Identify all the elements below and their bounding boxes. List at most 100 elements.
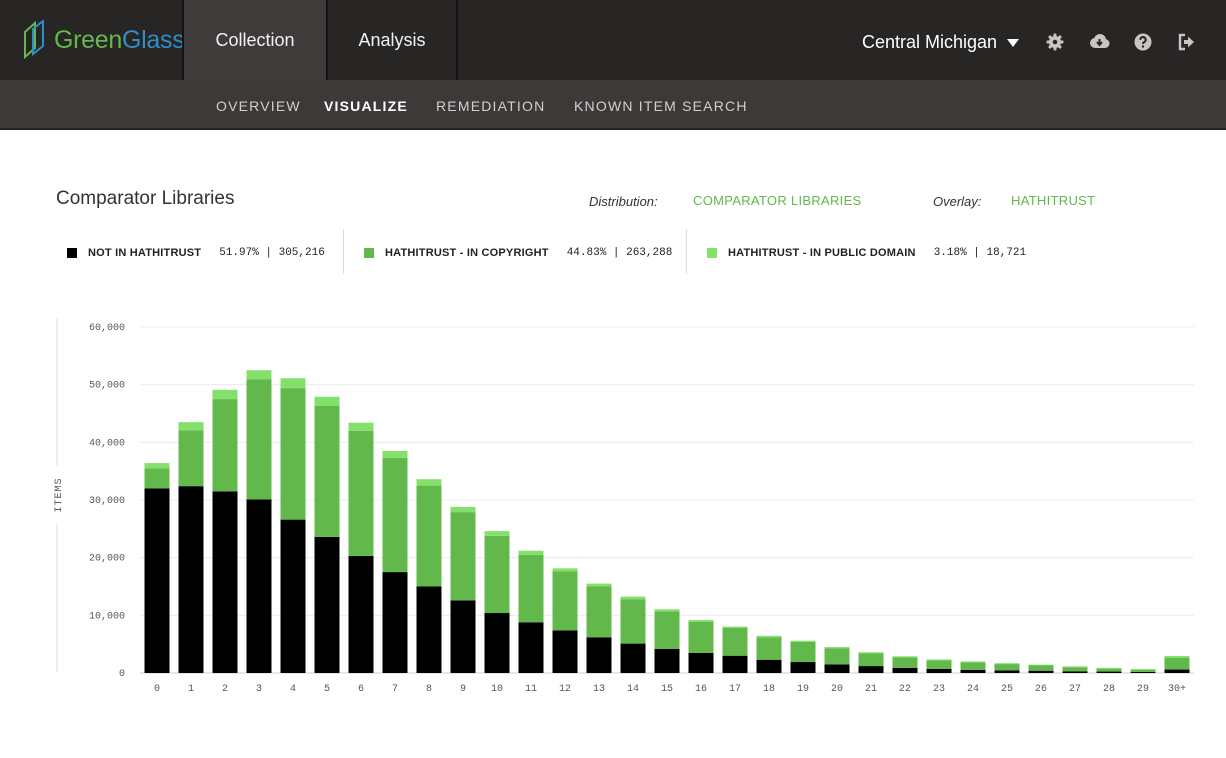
bar-segment <box>1096 668 1122 672</box>
bar-segment <box>858 653 884 667</box>
bar-segment <box>552 568 578 572</box>
x-tick-label: 19 <box>797 684 809 695</box>
bar-segment <box>858 652 884 654</box>
bar-segment <box>756 659 782 673</box>
y-tick-label: 0 <box>119 669 125 680</box>
x-tick-label: 12 <box>559 684 571 695</box>
bar-segment <box>722 655 748 673</box>
y-tick-label: 10,000 <box>89 611 125 622</box>
bar-segment <box>280 388 306 520</box>
legend-item-in-copyright[interactable]: HATHITRUST - IN COPYRIGHT 44.83% | 263,2… <box>364 247 672 259</box>
bar-segment <box>382 457 408 573</box>
x-tick-label: 27 <box>1069 684 1081 695</box>
bar-segment <box>552 571 578 631</box>
bar-segment <box>620 596 646 600</box>
x-tick-label: 6 <box>358 684 364 695</box>
bar-segment <box>654 648 680 673</box>
overlay-selector[interactable]: HATHITRUST <box>1011 193 1096 208</box>
bar-segment <box>348 555 374 673</box>
bar-segment <box>1028 665 1054 671</box>
legend-stat: 44.83% | 263,288 <box>566 247 673 259</box>
nav-divider <box>182 0 184 80</box>
bar-segment <box>824 664 850 673</box>
chevron-down-icon <box>1007 38 1020 47</box>
legend-label: HATHITRUST - IN PUBLIC DOMAIN <box>728 247 916 259</box>
x-tick-label: 24 <box>967 684 979 695</box>
bar-segment <box>756 635 782 638</box>
y-tick-label: 50,000 <box>89 381 125 392</box>
bar-segment <box>1028 664 1054 666</box>
bar-segment <box>654 611 680 649</box>
distribution-selector[interactable]: COMPARATOR LIBRARIES <box>693 193 862 208</box>
legend-label: HATHITRUST - IN COPYRIGHT <box>385 247 549 259</box>
bar-segment <box>144 468 170 489</box>
bar-segment <box>926 659 952 661</box>
x-tick-label: 30+ <box>1168 684 1186 695</box>
legend-swatch <box>364 248 374 258</box>
x-tick-label: 16 <box>695 684 707 695</box>
bar-segment <box>416 479 442 486</box>
legend-item-not-in-hathitrust[interactable]: NOT IN HATHITRUST 51.97% | 305,216 <box>67 247 325 259</box>
bar-segment <box>280 378 306 389</box>
x-tick-label: 3 <box>256 684 262 695</box>
bar-segment <box>212 389 238 400</box>
bar-segment <box>416 485 442 587</box>
help-icon[interactable] <box>1134 33 1152 51</box>
legend-stat: 3.18% | 18,721 <box>933 247 1027 259</box>
tab-analysis[interactable]: Analysis <box>358 29 426 50</box>
logo-text-blue: Glass <box>121 25 185 54</box>
y-axis-label: ITEMS <box>54 477 65 512</box>
bar-segment <box>382 450 408 458</box>
bar-segment <box>212 399 238 492</box>
x-tick-label: 1 <box>188 684 194 695</box>
app-logo[interactable]: GreenGlass <box>22 20 185 60</box>
x-tick-label: 5 <box>324 684 330 695</box>
subnav-visualize[interactable]: VISUALIZE <box>324 98 408 114</box>
bar-segment <box>960 669 986 673</box>
bar-segment <box>484 531 510 536</box>
bar-segment <box>450 506 476 513</box>
y-tick-label: 20,000 <box>89 554 125 565</box>
subnav-known-item-search[interactable]: KNOWN ITEM SEARCH <box>574 98 748 114</box>
bar-segment <box>484 535 510 614</box>
bar-segment <box>1096 671 1122 673</box>
bar-segment <box>994 670 1020 673</box>
bar-segment <box>620 643 646 673</box>
bar-segment <box>858 666 884 673</box>
legend-item-public-domain[interactable]: HATHITRUST - IN PUBLIC DOMAIN 3.18% | 18… <box>707 247 1026 259</box>
bar-segment <box>722 626 748 629</box>
bar-segment <box>314 406 340 537</box>
bar-segment <box>518 622 544 673</box>
bar-segment <box>1164 655 1190 659</box>
bar-segment <box>722 628 748 656</box>
x-tick-label: 29 <box>1137 684 1149 695</box>
bar-segment <box>790 641 816 663</box>
bar-segment <box>552 630 578 673</box>
bar-segment <box>1130 669 1156 672</box>
subnav-remediation[interactable]: REMEDIATION <box>436 98 546 114</box>
region-dropdown[interactable]: Central Michigan <box>862 32 1020 53</box>
bar-segment <box>246 370 272 380</box>
legend-swatch <box>67 248 77 258</box>
bar-segment <box>892 667 918 673</box>
y-tick-label: 30,000 <box>89 496 125 507</box>
tab-collection[interactable]: Collection <box>184 0 326 80</box>
bar-segment <box>144 463 170 469</box>
bar-segment <box>1164 669 1190 673</box>
bar-segment <box>450 512 476 601</box>
logo-text-green: Green <box>54 25 122 54</box>
bar-segment <box>348 422 374 431</box>
bar-segment <box>756 637 782 660</box>
bar-segment <box>688 621 714 653</box>
bar-segment <box>484 613 510 673</box>
bar-segment <box>688 619 714 622</box>
legend-divider <box>686 229 687 274</box>
subnav-overview[interactable]: OVERVIEW <box>216 98 301 114</box>
bar-segment <box>178 430 204 487</box>
legend-stat: 51.97% | 305,216 <box>219 247 325 259</box>
bar-segment <box>518 550 544 555</box>
logout-icon[interactable] <box>1178 33 1196 51</box>
x-tick-label: 7 <box>392 684 398 695</box>
cloud-download-icon[interactable] <box>1089 33 1110 51</box>
gear-icon[interactable] <box>1046 33 1064 51</box>
